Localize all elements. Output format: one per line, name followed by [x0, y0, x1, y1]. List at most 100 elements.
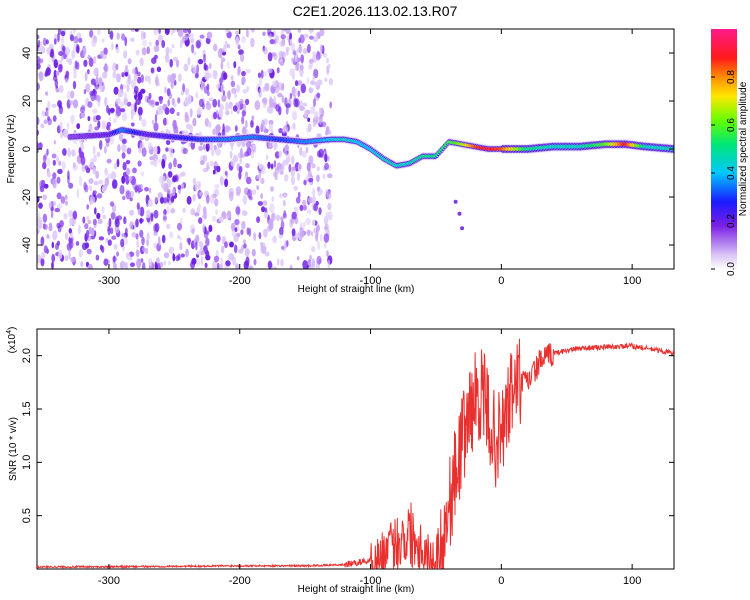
- noise-speckle: [182, 35, 189, 41]
- noise-speckle: [230, 142, 234, 151]
- noise-speckle: [162, 183, 169, 192]
- noise-speckle: [99, 139, 103, 150]
- noise-speckle: [129, 190, 134, 199]
- noise-speckle: [306, 162, 311, 172]
- noise-speckle: [130, 29, 135, 32]
- noise-speckle: [225, 101, 229, 112]
- noise-speckle: [288, 163, 292, 173]
- noise-speckle: [80, 155, 86, 166]
- noise-speckle: [137, 184, 141, 194]
- noise-speckle: [308, 58, 314, 64]
- noise-speckle: [103, 64, 109, 73]
- noise-speckle: [200, 250, 205, 255]
- noise-speckle: [42, 194, 48, 201]
- noise-speckle: [97, 120, 101, 129]
- noise-speckle: [311, 258, 315, 268]
- noise-speckle: [242, 89, 248, 94]
- noise-speckle: [215, 83, 221, 89]
- noise-speckle: [150, 99, 156, 108]
- noise-speckle: [92, 167, 97, 175]
- noise-speckle: [263, 71, 268, 77]
- noise-speckle: [311, 231, 314, 237]
- noise-speckle: [241, 70, 246, 77]
- branch-point: [453, 199, 458, 204]
- noise-speckle: [158, 96, 164, 101]
- noise-speckle: [78, 176, 83, 186]
- noise-speckle: [86, 248, 92, 255]
- noise-speckle: [37, 39, 41, 49]
- noise-speckle: [243, 260, 249, 269]
- noise-speckle: [280, 220, 285, 230]
- noise-speckle: [106, 124, 109, 131]
- noise-speckle: [68, 228, 73, 234]
- noise-speckle: [161, 175, 166, 185]
- noise-speckle: [280, 259, 284, 267]
- noise-speckle: [182, 207, 186, 214]
- noise-speckle: [87, 101, 93, 108]
- noise-speckle: [202, 143, 206, 151]
- noise-speckle: [299, 64, 304, 71]
- noise-speckle: [280, 86, 285, 91]
- noise-speckle: [134, 186, 138, 193]
- noise-speckle: [325, 130, 329, 136]
- noise-speckle: [126, 147, 132, 155]
- noise-speckle: [162, 117, 168, 126]
- noise-speckle: [231, 87, 237, 94]
- noise-speckle: [124, 236, 128, 246]
- noise-speckle: [326, 190, 332, 200]
- noise-speckle: [137, 91, 143, 101]
- noise-speckle: [191, 257, 197, 265]
- noise-speckle: [279, 170, 284, 175]
- noise-speckle: [240, 53, 245, 62]
- noise-speckle: [63, 129, 69, 138]
- y-multiplier: (x104): [6, 327, 18, 354]
- noise-speckle: [303, 33, 309, 39]
- noise-speckle: [195, 40, 201, 49]
- noise-speckle: [262, 200, 268, 206]
- noise-speckle: [134, 102, 137, 113]
- noise-speckle: [125, 65, 128, 70]
- noise-speckle: [169, 48, 173, 54]
- noise-speckle: [220, 60, 224, 70]
- noise-speckle: [37, 228, 40, 235]
- noise-speckle: [202, 154, 208, 163]
- noise-speckle: [326, 250, 329, 258]
- noise-speckle: [72, 80, 77, 90]
- noise-speckle: [182, 29, 189, 34]
- noise-speckle: [225, 126, 232, 132]
- noise-speckle: [224, 178, 229, 188]
- noise-speckle: [206, 100, 210, 107]
- noise-speckle: [198, 145, 204, 151]
- noise-speckle: [275, 104, 280, 112]
- noise-speckle: [122, 245, 125, 252]
- x-tick-label: 100: [623, 275, 641, 287]
- noise-speckle: [129, 221, 134, 230]
- noise-speckle: [122, 162, 127, 171]
- noise-speckle: [238, 49, 244, 56]
- noise-speckle: [182, 83, 186, 93]
- noise-speckle: [187, 56, 191, 66]
- noise-speckle: [195, 241, 198, 251]
- noise-speckle: [162, 197, 168, 204]
- noise-speckle: [199, 241, 203, 251]
- noise-speckle: [225, 215, 229, 220]
- noise-speckle: [38, 202, 43, 209]
- noise-speckle: [324, 77, 328, 83]
- noise-speckle: [213, 255, 220, 263]
- noise-speckle: [291, 155, 295, 165]
- noise-speckle: [53, 38, 57, 45]
- noise-speckle: [116, 73, 121, 83]
- noise-speckle: [148, 75, 151, 85]
- noise-speckle: [51, 261, 54, 269]
- noise-speckle: [261, 119, 265, 129]
- noise-speckle: [87, 263, 93, 269]
- noise-speckle: [178, 29, 184, 38]
- noise-speckle: [117, 144, 121, 153]
- noise-speckle: [187, 33, 191, 38]
- noise-speckle: [93, 180, 99, 186]
- noise-speckle: [144, 247, 149, 254]
- noise-speckle: [313, 98, 316, 108]
- snr-frame: [36, 328, 675, 570]
- noise-speckle: [299, 69, 304, 77]
- noise-speckle: [324, 226, 328, 231]
